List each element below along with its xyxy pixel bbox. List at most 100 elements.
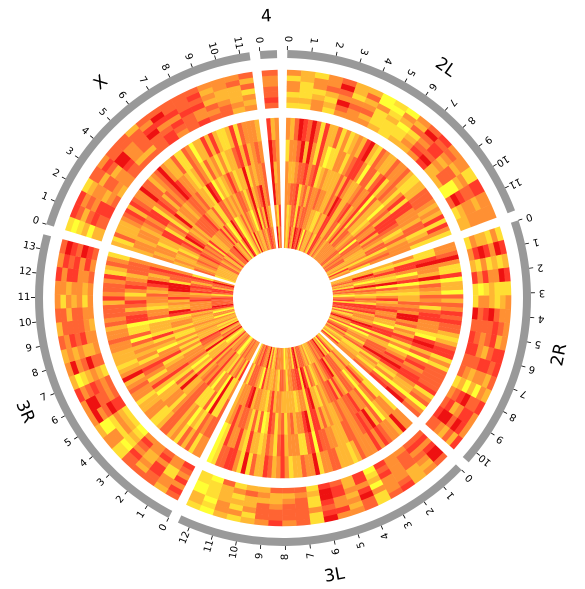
heatmap-cell [87,306,95,320]
heatmap-cell [351,315,374,324]
heatmap-cell [321,329,340,345]
heatmap-cell [348,362,367,381]
heatmap-cell [225,79,241,89]
heatmap-cell [437,424,451,439]
heatmap-cell [343,485,358,495]
tick-label: 10 [494,152,511,168]
heatmap-cell [437,258,460,268]
heatmap-cell [433,241,456,253]
heatmap-cell [311,188,322,211]
heatmap-cell [158,196,179,213]
heatmap-cell [347,214,365,233]
heatmap-cell [441,298,464,304]
heatmap-cell [314,430,324,453]
heatmap-cell [261,206,269,229]
heatmap-cell [421,209,443,225]
heatmap-cell [218,350,236,368]
heatmap-cell [423,367,446,381]
heatmap-cell [435,172,448,186]
heatmap-cell [293,205,299,228]
heatmap-cell [124,303,147,309]
heatmap-cell [350,505,366,516]
heatmap-cell [397,281,420,288]
heatmap-cell [372,264,395,274]
heatmap-cell [340,83,356,93]
heatmap-cell [351,188,368,208]
heatmap-cell [366,203,385,222]
heatmap-cell [316,360,329,382]
heatmap-cell [233,427,245,451]
heatmap-cell [177,149,194,170]
heatmap-cell [468,181,481,197]
heatmap-cell [173,258,196,269]
heatmap-cell [202,213,220,232]
heatmap-cell [170,479,186,491]
heatmap-cell [205,392,221,413]
heatmap-cell [291,205,297,228]
heatmap-cell [333,231,352,249]
heatmap-cell [389,337,412,349]
heatmap-cell [427,162,441,177]
heatmap-cell [381,93,397,105]
heatmap-cell [334,499,349,509]
heatmap-cell [192,315,214,323]
heatmap-cell [342,208,359,228]
heatmap-cell [293,227,301,250]
tick-label: 3 [64,145,75,158]
heatmap-cell [486,375,497,391]
heatmap-cell [393,261,416,271]
heatmap-cell [181,111,196,124]
heatmap-cell [350,321,372,331]
heatmap-cell [346,417,360,439]
heatmap-cell [224,402,237,424]
heatmap-cell [154,202,175,219]
heatmap-cell [305,208,315,231]
heatmap-cell [96,406,109,421]
tick-label: 4 [379,531,392,541]
heatmap-cell [156,476,172,490]
heatmap-cell [222,198,236,219]
heatmap-cell [245,188,255,210]
heatmap-cell [146,368,168,384]
heatmap-cell [435,337,458,348]
heatmap-cell [113,231,136,244]
heatmap-cell [504,281,512,296]
heatmap-cell [122,141,137,155]
heatmap-cell [410,145,424,158]
heatmap-cell [263,91,279,99]
heatmap-cell [397,309,420,316]
heatmap-cell [249,431,258,454]
heatmap-cell [319,248,337,265]
heatmap-cell [124,288,147,294]
heatmap-cell [211,290,234,294]
heatmap-cell [322,193,335,215]
heatmap-cell [135,389,157,406]
heatmap-cell [303,185,311,208]
heatmap-cell [106,255,130,265]
heatmap-cell [227,195,240,217]
heatmap-cell [278,204,282,227]
heatmap-cell [324,324,345,338]
ideogram-3R [35,234,173,519]
heatmap-cell [332,289,355,294]
tick-mark [380,525,384,530]
heatmap-cell [281,391,285,414]
heatmap-cell [408,187,429,205]
heatmap-cell [271,139,277,162]
heatmap-cell [479,191,492,207]
heatmap-cell [219,174,233,197]
heatmap-cell [324,194,338,216]
heatmap-cell [344,250,365,264]
heatmap-cell [180,174,198,194]
tick-label: 10 [206,41,220,56]
heatmap-cell [359,348,380,364]
heatmap-cell [322,356,337,377]
heatmap-cell [435,155,449,170]
heatmap-cell [315,166,326,189]
heatmap-cell [146,282,169,289]
heatmap-cell [199,504,215,516]
heatmap-cell [122,158,136,172]
heatmap-cell [307,186,317,209]
heatmap-cell [71,281,78,296]
heatmap-cell [375,493,392,506]
